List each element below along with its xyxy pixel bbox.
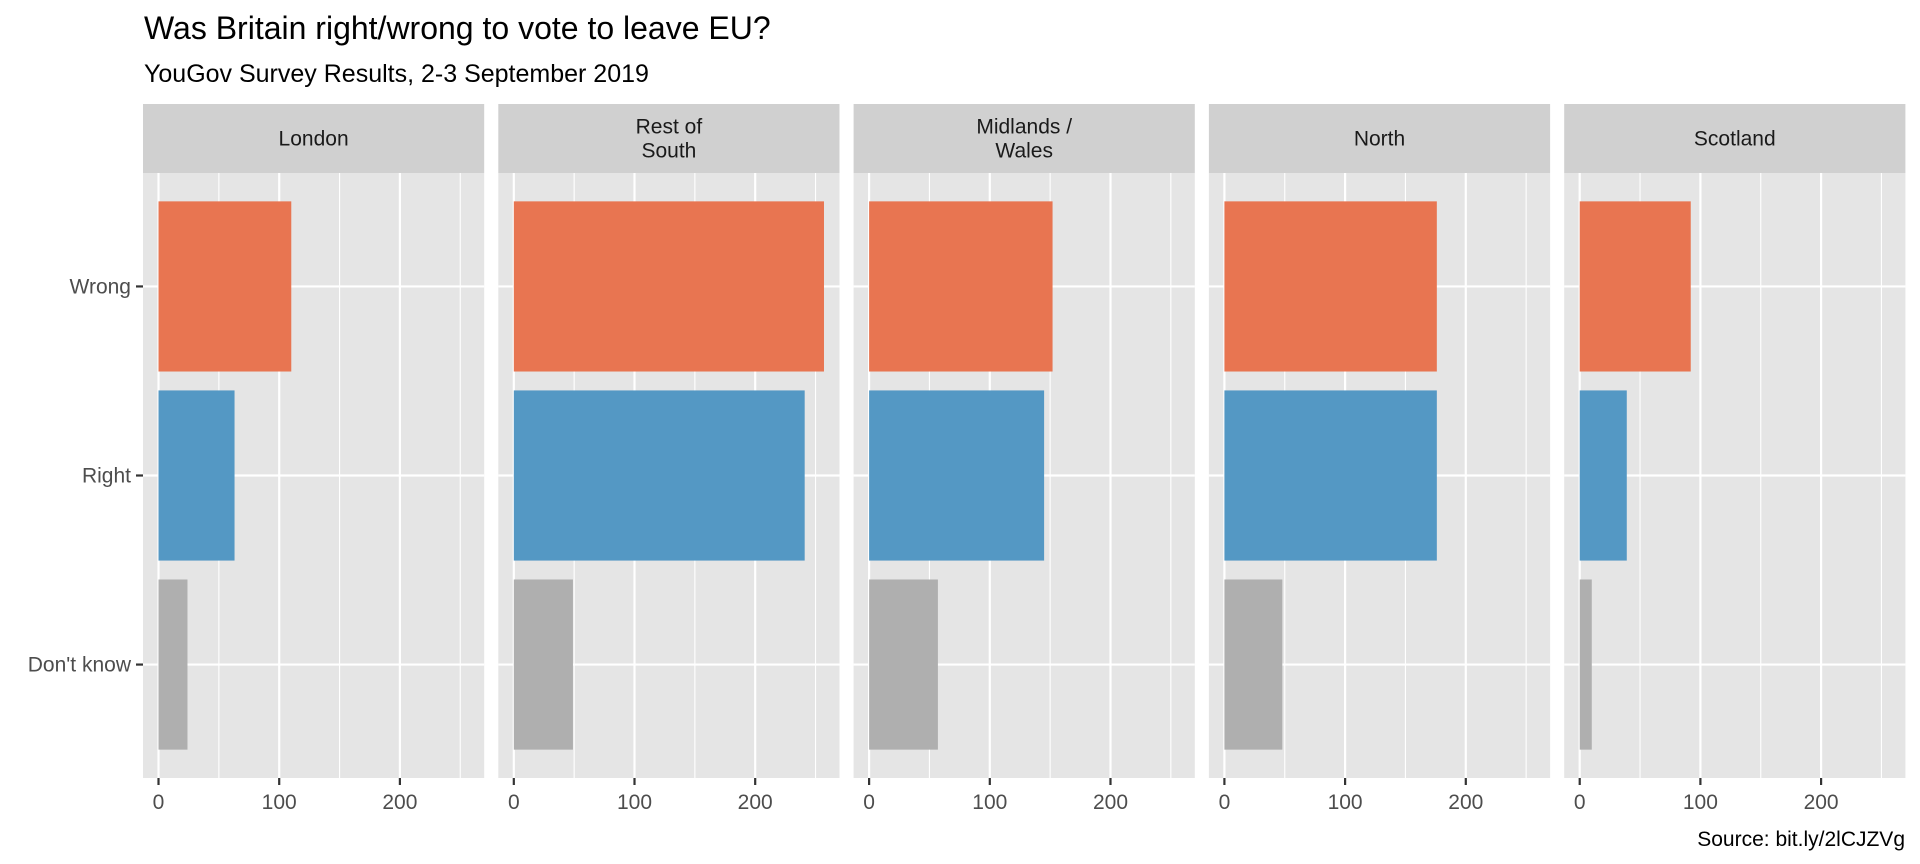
bar-london-wrong (158, 201, 292, 372)
facet-london: London 0 100 200 (143, 104, 485, 814)
x-tick-label: 100 (1683, 791, 1718, 814)
x-tick-label: 0 (153, 791, 165, 814)
x-tick-label: 100 (617, 791, 652, 814)
strip-label: South (641, 140, 696, 163)
x-tick-label: 200 (1448, 791, 1483, 814)
x-tick-label: 100 (972, 791, 1007, 814)
x-tick-label: 200 (1093, 791, 1128, 814)
facet-scotland: Scotland 0 100 200 (1564, 104, 1906, 814)
strip-label: Midlands / (976, 116, 1072, 139)
strip-label: Scotland (1694, 128, 1776, 151)
y-tick-label-wrong: Wrong (70, 275, 131, 298)
x-tick-label: 200 (1804, 791, 1839, 814)
strip-label: North (1354, 128, 1405, 151)
y-tick-label-right: Right (82, 465, 131, 488)
strip-midlands-wales (853, 104, 1195, 173)
chart-caption: Source: bit.ly/2lCJZVg (1697, 828, 1905, 851)
bar-rest-of-south-wrong (513, 201, 824, 372)
bar-midlands-wales-right (869, 390, 1045, 561)
strip-label: Wales (995, 140, 1053, 163)
x-tick-label: 200 (738, 791, 773, 814)
bar-london-don-t-know (158, 579, 188, 750)
x-tick-label: 0 (508, 791, 520, 814)
facet-north: North 0 100 200 (1208, 104, 1551, 814)
bar-north-don-t-know (1224, 579, 1283, 750)
bar-london-right (158, 390, 235, 561)
bar-scotland-wrong (1579, 201, 1691, 372)
bar-midlands-wales-wrong (869, 201, 1053, 372)
strip-london (143, 104, 485, 173)
x-tick-label: 0 (1219, 791, 1231, 814)
bar-north-wrong (1224, 201, 1437, 372)
strip-scotland (1564, 104, 1906, 173)
bar-north-right (1224, 390, 1437, 561)
bar-scotland-right (1579, 390, 1627, 561)
y-axis: Wrong Right Don't know (28, 275, 143, 677)
x-tick-label: 100 (1328, 791, 1363, 814)
bar-midlands-wales-don-t-know (869, 579, 938, 750)
strip-label: London (279, 128, 349, 151)
x-tick-label: 200 (382, 791, 417, 814)
x-tick-label: 0 (1574, 791, 1586, 814)
bar-scotland-don-t-know (1579, 579, 1592, 750)
x-tick-label: 0 (863, 791, 875, 814)
strip-rest-of-south (498, 104, 840, 173)
chart-subtitle: YouGov Survey Results, 2-3 September 201… (144, 60, 649, 88)
strip-north (1208, 104, 1551, 173)
y-tick-label-don-t-know: Don't know (28, 654, 132, 677)
bar-rest-of-south-don-t-know (513, 579, 573, 750)
facet-midlands-wales: Midlands /Wales 0 100 200 (853, 104, 1195, 814)
x-tick-label: 100 (262, 791, 297, 814)
bar-rest-of-south-right (513, 390, 805, 561)
strip-label: Rest of (636, 116, 703, 139)
chart-title: Was Britain right/wrong to vote to leave… (144, 10, 771, 46)
